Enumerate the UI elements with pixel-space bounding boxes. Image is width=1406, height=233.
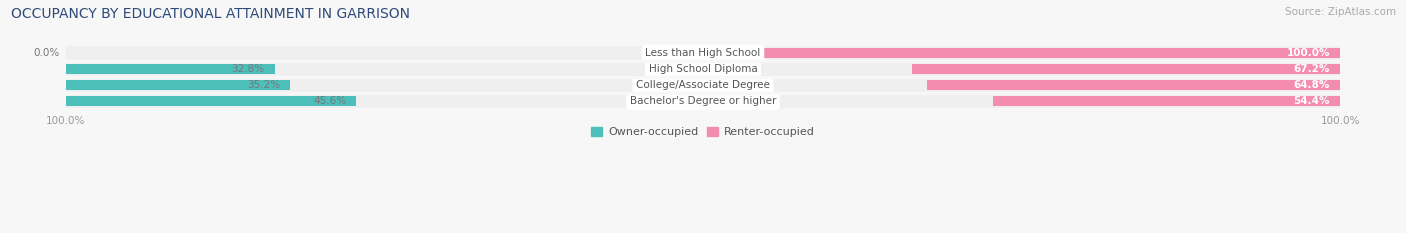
Text: Less than High School: Less than High School xyxy=(645,48,761,58)
Text: OCCUPANCY BY EDUCATIONAL ATTAINMENT IN GARRISON: OCCUPANCY BY EDUCATIONAL ATTAINMENT IN G… xyxy=(11,7,411,21)
Bar xyxy=(927,80,1340,90)
Bar xyxy=(66,94,1340,108)
Bar xyxy=(66,80,290,90)
Text: College/Associate Degree: College/Associate Degree xyxy=(636,80,770,90)
Text: 67.2%: 67.2% xyxy=(1294,64,1330,74)
Bar xyxy=(66,46,1340,61)
Text: 100.0%: 100.0% xyxy=(1286,48,1330,58)
Text: 32.8%: 32.8% xyxy=(232,64,264,74)
Bar xyxy=(66,64,276,74)
Bar xyxy=(66,78,1340,93)
Text: 35.2%: 35.2% xyxy=(247,80,280,90)
Text: 45.6%: 45.6% xyxy=(314,96,346,106)
Text: Bachelor's Degree or higher: Bachelor's Degree or higher xyxy=(630,96,776,106)
Text: Source: ZipAtlas.com: Source: ZipAtlas.com xyxy=(1285,7,1396,17)
Text: 0.0%: 0.0% xyxy=(34,48,59,58)
Bar xyxy=(703,48,1340,58)
Text: 54.4%: 54.4% xyxy=(1294,96,1330,106)
Text: High School Diploma: High School Diploma xyxy=(648,64,758,74)
Bar xyxy=(912,64,1340,74)
Text: 64.8%: 64.8% xyxy=(1294,80,1330,90)
Bar xyxy=(66,62,1340,76)
Legend: Owner-occupied, Renter-occupied: Owner-occupied, Renter-occupied xyxy=(586,123,820,142)
Bar xyxy=(994,96,1340,106)
Bar xyxy=(66,96,357,106)
